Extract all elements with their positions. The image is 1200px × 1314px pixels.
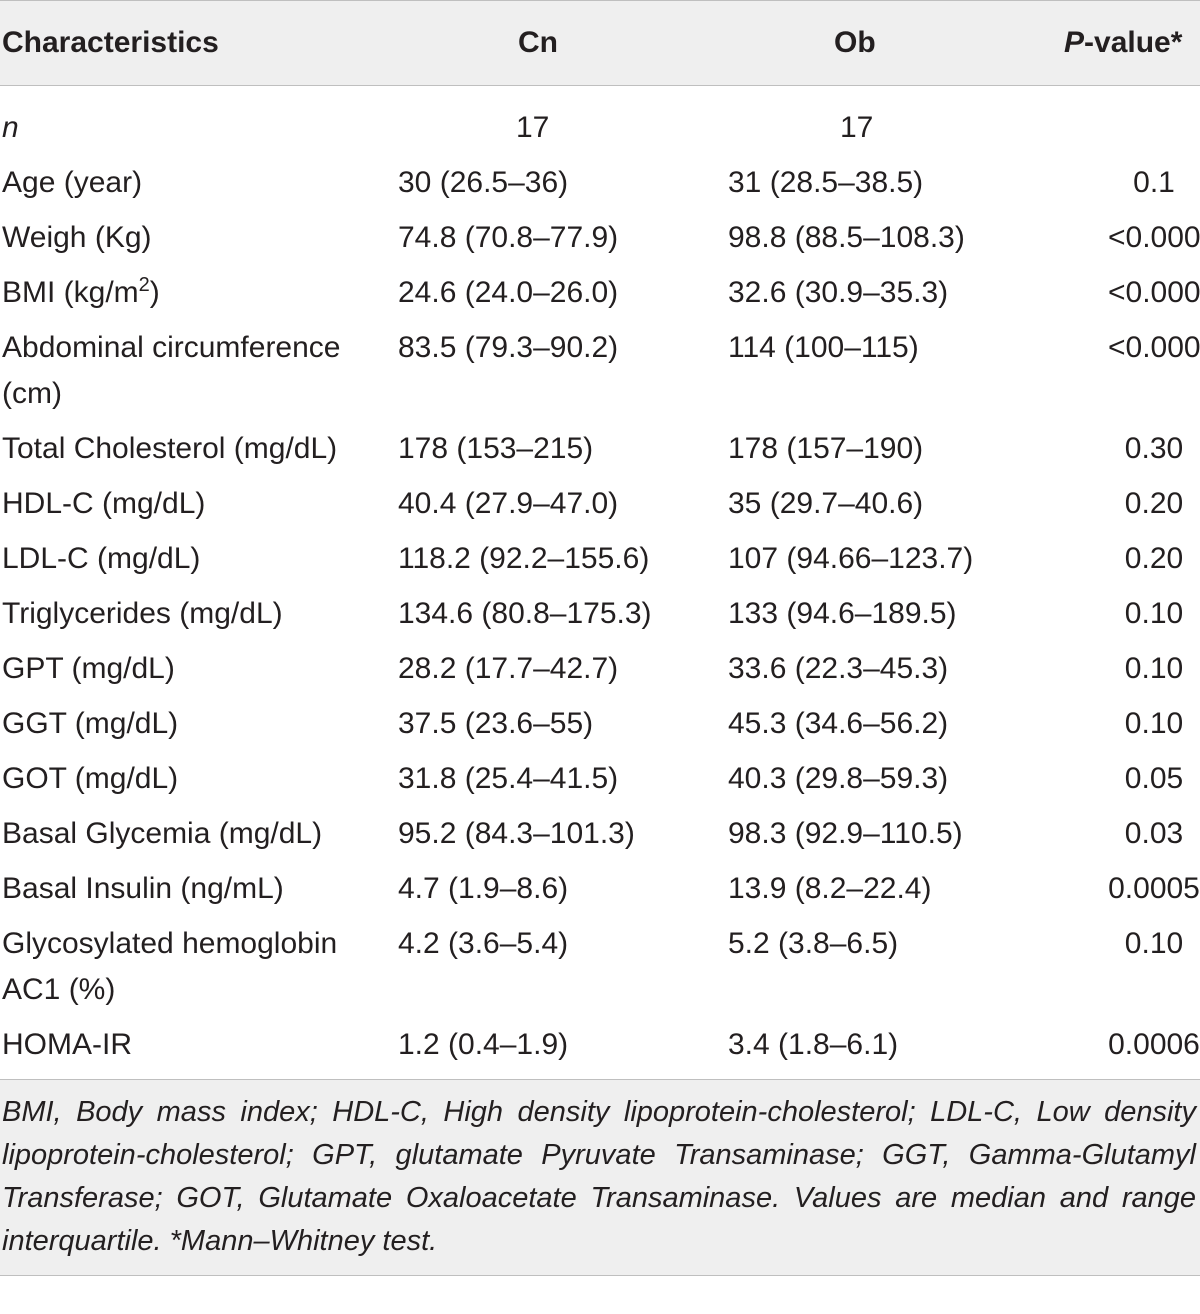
ob-value: 13.9 (8.2–22.4) bbox=[728, 872, 932, 905]
ob-value: 98.3 (92.9–110.5) bbox=[728, 817, 963, 850]
table-row: n 17 17 bbox=[0, 86, 1200, 161]
p-value: 0.05 bbox=[1124, 762, 1184, 795]
ob-value: 32.6 (30.9–35.3) bbox=[728, 276, 949, 309]
p-value: 0.0006 bbox=[1108, 1028, 1200, 1061]
table-footnote: BMI, Body mass index; HDL-C, High densit… bbox=[0, 1079, 1200, 1276]
row-label: n bbox=[2, 111, 19, 144]
cn-value: 17 bbox=[516, 111, 550, 144]
header-cn: Cn bbox=[396, 0, 722, 86]
row-label: Glycosylated hemoglobin AC1 (%) bbox=[2, 927, 338, 1006]
table-row: GOT (mg/dL) 31.8 (25.4–41.5) 40.3 (29.8–… bbox=[0, 756, 1200, 811]
table-row: HOMA-IR 1.2 (0.4–1.9) 3.4 (1.8–6.1) 0.00… bbox=[0, 1022, 1200, 1077]
table-row: Basal Glycemia (mg/dL) 95.2 (84.3–101.3)… bbox=[0, 811, 1200, 866]
header-p-italic: P bbox=[1064, 26, 1085, 59]
ob-value: 17 bbox=[840, 111, 874, 144]
p-value bbox=[1064, 86, 1200, 161]
table-row: HDL-C (mg/dL) 40.4 (27.9–47.0) 35 (29.7–… bbox=[0, 481, 1200, 536]
characteristics-table: Characteristics Cn Ob P-value* n 17 17 A… bbox=[0, 0, 1200, 1078]
cn-value: 95.2 (84.3–101.3) bbox=[398, 817, 635, 850]
p-value: <0.0001 bbox=[1108, 276, 1200, 309]
p-value: 0.10 bbox=[1124, 652, 1184, 685]
table-row: Triglycerides (mg/dL) 134.6 (80.8–175.3)… bbox=[0, 591, 1200, 646]
p-value: 0.10 bbox=[1124, 707, 1184, 740]
cn-value: 30 (26.5–36) bbox=[398, 166, 569, 199]
table-row: LDL-C (mg/dL) 118.2 (92.2–155.6) 107 (94… bbox=[0, 536, 1200, 591]
row-label: Abdominal circumference (cm) bbox=[2, 331, 341, 410]
cn-value: 178 (153–215) bbox=[398, 432, 594, 465]
p-value: <0.0001 bbox=[1108, 331, 1200, 364]
ob-value: 31 (28.5–38.5) bbox=[728, 166, 924, 199]
row-label: HOMA-IR bbox=[2, 1028, 132, 1061]
cn-value: 74.8 (70.8–77.9) bbox=[398, 221, 619, 254]
ob-value: 133 (94.6–189.5) bbox=[728, 597, 957, 630]
ob-value: 114 (100–115) bbox=[728, 331, 919, 364]
header-row: Characteristics Cn Ob P-value* bbox=[0, 0, 1200, 86]
row-label: Basal Glycemia (mg/dL) bbox=[2, 817, 323, 850]
cn-value: 83.5 (79.3–90.2) bbox=[398, 331, 619, 364]
ob-value: 107 (94.66–123.7) bbox=[728, 542, 974, 575]
table-body: n 17 17 Age (year) 30 (26.5–36) 31 (28.5… bbox=[0, 86, 1200, 1078]
row-label: Basal Insulin (ng/mL) bbox=[2, 872, 284, 905]
p-value: 0.1 bbox=[1133, 166, 1175, 199]
cn-value: 118.2 (92.2–155.6) bbox=[398, 542, 650, 575]
table-row: Glycosylated hemoglobin AC1 (%) 4.2 (3.6… bbox=[0, 921, 1200, 1022]
row-label: BMI (kg/m2) bbox=[0, 270, 396, 325]
row-label: GGT (mg/dL) bbox=[2, 707, 179, 740]
header-ob: Ob bbox=[722, 0, 1064, 86]
cn-value: 24.6 (24.0–26.0) bbox=[398, 276, 619, 309]
row-label: LDL-C (mg/dL) bbox=[2, 542, 201, 575]
table-row: GGT (mg/dL) 37.5 (23.6–55) 45.3 (34.6–56… bbox=[0, 701, 1200, 756]
row-label-text: ) bbox=[149, 276, 160, 309]
row-label: HDL-C (mg/dL) bbox=[2, 487, 206, 520]
p-value: <0.0001 bbox=[1108, 221, 1200, 254]
superscript: 2 bbox=[138, 274, 150, 296]
table-row: Age (year) 30 (26.5–36) 31 (28.5–38.5) 0… bbox=[0, 160, 1200, 215]
cn-value: 40.4 (27.9–47.0) bbox=[398, 487, 619, 520]
cn-value: 37.5 (23.6–55) bbox=[398, 707, 594, 740]
row-label: GPT (mg/dL) bbox=[2, 652, 175, 685]
ob-value: 35 (29.7–40.6) bbox=[728, 487, 924, 520]
table-header: Characteristics Cn Ob P-value* bbox=[0, 0, 1200, 86]
p-value: 0.03 bbox=[1124, 817, 1184, 850]
ob-value: 40.3 (29.8–59.3) bbox=[728, 762, 949, 795]
p-value: 0.0005 bbox=[1108, 872, 1200, 905]
ob-value: 5.2 (3.8–6.5) bbox=[728, 927, 899, 960]
table-row: BMI (kg/m2) 24.6 (24.0–26.0) 32.6 (30.9–… bbox=[0, 270, 1200, 325]
p-value: 0.10 bbox=[1124, 597, 1184, 630]
table-row: Abdominal circumference (cm) 83.5 (79.3–… bbox=[0, 325, 1200, 426]
row-label: GOT (mg/dL) bbox=[2, 762, 179, 795]
cn-value: 134.6 (80.8–175.3) bbox=[398, 597, 652, 630]
p-value: 0.30 bbox=[1124, 432, 1184, 465]
cn-value: 1.2 (0.4–1.9) bbox=[398, 1028, 569, 1061]
header-p-value: P-value* bbox=[1064, 0, 1200, 86]
ob-value: 98.8 (88.5–108.3) bbox=[728, 221, 965, 254]
row-label: Triglycerides (mg/dL) bbox=[2, 597, 283, 630]
table-row: GPT (mg/dL) 28.2 (17.7–42.7) 33.6 (22.3–… bbox=[0, 646, 1200, 701]
ob-value: 33.6 (22.3–45.3) bbox=[728, 652, 949, 685]
p-value: 0.20 bbox=[1124, 542, 1184, 575]
table-row: Weigh (Kg) 74.8 (70.8–77.9) 98.8 (88.5–1… bbox=[0, 215, 1200, 270]
cn-value: 31.8 (25.4–41.5) bbox=[398, 762, 619, 795]
ob-value: 45.3 (34.6–56.2) bbox=[728, 707, 949, 740]
cn-value: 4.7 (1.9–8.6) bbox=[398, 872, 569, 905]
table-row: Total Cholesterol (mg/dL) 178 (153–215) … bbox=[0, 426, 1200, 481]
characteristics-table-container: Characteristics Cn Ob P-value* n 17 17 A… bbox=[0, 0, 1200, 1276]
row-label-text: BMI (kg/m bbox=[2, 276, 139, 309]
p-value: 0.10 bbox=[1124, 927, 1184, 960]
ob-value: 178 (157–190) bbox=[728, 432, 924, 465]
p-value: 0.20 bbox=[1124, 487, 1184, 520]
row-label: Age (year) bbox=[2, 166, 143, 199]
header-characteristics: Characteristics bbox=[0, 0, 396, 86]
ob-value: 3.4 (1.8–6.1) bbox=[728, 1028, 899, 1061]
row-label: Weigh (Kg) bbox=[2, 221, 152, 254]
cn-value: 28.2 (17.7–42.7) bbox=[398, 652, 619, 685]
row-label: Total Cholesterol (mg/dL) bbox=[2, 432, 338, 465]
header-p-rest: -value* bbox=[1084, 26, 1183, 59]
cn-value: 4.2 (3.6–5.4) bbox=[398, 927, 569, 960]
table-row: Basal Insulin (ng/mL) 4.7 (1.9–8.6) 13.9… bbox=[0, 866, 1200, 921]
